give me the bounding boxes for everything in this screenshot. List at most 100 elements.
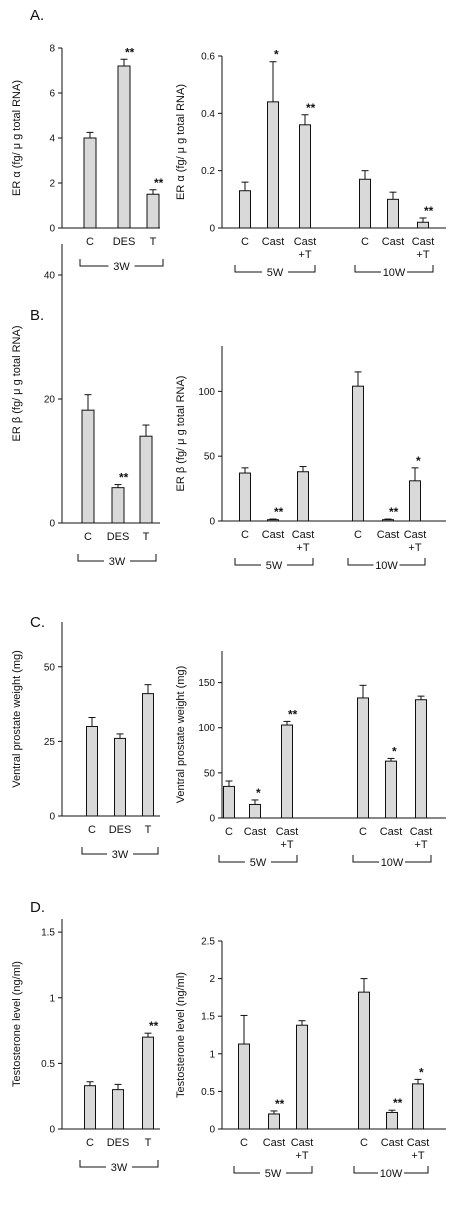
x-category-label: C: [84, 531, 92, 543]
x-category-label: Cast: [276, 826, 299, 838]
y-tick-label: 2: [209, 974, 215, 985]
x-category-label: C: [241, 236, 249, 248]
y-tick-label: 0.5: [41, 1059, 55, 1070]
bar-cast-+t: [281, 724, 293, 819]
chart-B-right: 0 50 100 ER β (fg/ μ g total RNA) C ** Cast Cas…: [175, 346, 446, 572]
y-axis-label: ER α (fg/ μ g total RNA): [11, 80, 23, 196]
bar-cast: [267, 519, 279, 522]
x-category-label: Cast: [292, 529, 315, 541]
x-category-label: C: [225, 826, 233, 838]
x-category-label: C: [354, 529, 362, 541]
chart-B-left: 0 20 40 ER β (fg/ μ g total RNA) C ** DES T 3W: [11, 244, 160, 568]
bar-c: [239, 190, 251, 229]
x-category-label: Cast: [407, 1137, 430, 1149]
x-category-label: Cast: [294, 236, 317, 248]
bar-cast: [268, 1113, 280, 1130]
group-bracket: [77, 554, 157, 562]
group-bracket: [234, 558, 314, 566]
y-axis-label: Testosterone level (ng/ml): [175, 972, 187, 1098]
bar-c: [358, 991, 370, 1130]
y-tick-label: 1.5: [41, 928, 55, 939]
x-category-label: T: [143, 531, 150, 543]
x-category-label: Cast: [381, 1137, 404, 1149]
chart-D-right: 0 0.5 1 1.5 2 2.5 Testosterone level (ng/ml) C *…: [175, 937, 446, 1180]
x-category-label: +T: [408, 542, 421, 554]
y-tick-label: 0.2: [201, 166, 215, 177]
group-label: 5W: [250, 857, 267, 869]
bar-cast-+t: [296, 1024, 308, 1130]
y-axis-label: Testosterone level (ng/ml): [11, 961, 23, 1087]
panel-label-b: B.: [30, 307, 44, 324]
y-tick-label: 1.5: [201, 1012, 215, 1023]
group-bracket: [353, 1166, 429, 1174]
y-tick-label: 100: [198, 723, 215, 734]
y-tick-label: 25: [44, 737, 56, 748]
x-category-label: Cast: [262, 236, 285, 248]
group-bracket: [354, 265, 434, 273]
group-label: 5W: [265, 1168, 282, 1180]
bar-cast: [267, 101, 279, 229]
y-tick-label: 1: [49, 993, 55, 1004]
bar-c: [83, 137, 97, 229]
group-bracket: [352, 855, 432, 863]
x-category-label: +T: [295, 1150, 308, 1162]
x-category-label: Cast: [404, 529, 427, 541]
group-bracket: [79, 1160, 159, 1168]
y-tick-label: 0.6: [201, 52, 215, 63]
x-category-label: DES: [107, 531, 130, 543]
y-axis-label: ER β (fg/ μ g total RNA): [11, 326, 23, 442]
x-category-label: +T: [411, 1150, 424, 1162]
y-tick-label: 0: [49, 1125, 55, 1136]
x-category-label: Cast: [377, 529, 400, 541]
x-category-label: C: [240, 1137, 248, 1149]
group-bracket: [233, 1166, 313, 1174]
y-tick-label: 0: [209, 814, 215, 825]
group-label: 10W: [383, 267, 406, 279]
chart-D-left: 0 0.5 1 1.5 Testosterone level (ng/ml) C DES **…: [11, 919, 160, 1174]
x-category-label: DES: [109, 824, 132, 836]
x-category-label: +T: [280, 839, 293, 851]
bar-des: [111, 487, 125, 524]
significance-mark: **: [306, 101, 316, 115]
y-tick-label: 0: [209, 224, 215, 235]
group-label: 5W: [266, 560, 283, 572]
group-label: 10W: [375, 560, 398, 572]
y-tick-label: 4: [49, 134, 55, 145]
x-category-label: C: [88, 824, 96, 836]
x-category-label: C: [241, 529, 249, 541]
bar-t: [142, 1036, 154, 1130]
x-category-label: T: [150, 236, 157, 248]
y-tick-label: 150: [198, 678, 215, 689]
group-bracket: [218, 855, 298, 863]
significance-mark: **: [275, 1097, 285, 1111]
significance-mark: *: [419, 1065, 424, 1079]
bar-c: [352, 385, 364, 522]
x-category-label: T: [145, 1137, 152, 1149]
bar-c: [238, 1043, 250, 1130]
x-category-label: C: [361, 236, 369, 248]
y-tick-label: 0: [209, 517, 215, 528]
x-category-label: Cast: [412, 236, 435, 248]
y-tick-label: 0.4: [201, 109, 215, 120]
significance-mark: **: [288, 707, 298, 721]
y-tick-label: 0: [49, 224, 55, 235]
significance-mark: **: [389, 505, 399, 519]
significance-mark: *: [274, 48, 279, 62]
significance-mark: **: [119, 471, 129, 485]
bar-des: [117, 65, 131, 229]
group-label: 3W: [113, 261, 130, 273]
y-tick-label: 0: [49, 812, 55, 823]
x-category-label: C: [86, 1137, 94, 1149]
y-tick-label: 40: [44, 271, 56, 282]
x-category-label: Cast: [263, 1137, 286, 1149]
group-bracket: [81, 847, 159, 855]
y-tick-label: 100: [198, 387, 215, 398]
x-category-label: Cast: [410, 826, 433, 838]
y-axis-label: Ventral prostate weight (mg): [11, 650, 23, 788]
y-tick-label: 8: [49, 44, 55, 55]
x-category-label: T: [145, 824, 152, 836]
bar-cast-+t: [415, 699, 427, 819]
y-tick-label: 0.5: [201, 1087, 215, 1098]
chart-C-right: 0 50 100 150 Ventral prostate weight (mg) C * C…: [175, 651, 446, 869]
